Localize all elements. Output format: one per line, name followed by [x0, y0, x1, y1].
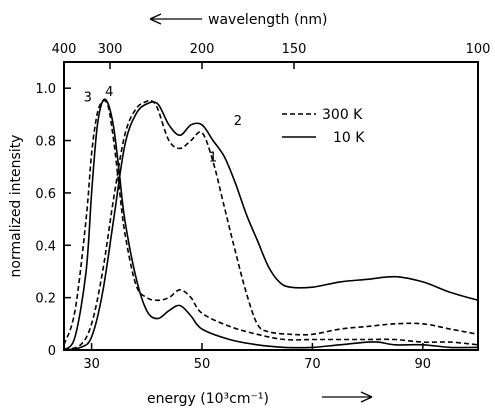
y-tick-label: 0.2 — [35, 292, 56, 307]
y-tick-label: 1.0 — [35, 82, 56, 97]
curve-label-3: 3 — [84, 90, 92, 105]
x2-tick-label: 200 — [190, 42, 215, 57]
series-layer — [63, 98, 479, 351]
energy-axis-title: energy (10³cm⁻¹) — [147, 391, 269, 407]
curve-label-2: 2 — [234, 114, 242, 129]
curve-label-4: 4 — [105, 85, 113, 100]
x-tick-label: 50 — [194, 357, 211, 372]
series-line-2 — [63, 101, 479, 351]
wavelength-arrow-head — [149, 13, 162, 25]
x-tick-label: 90 — [415, 357, 432, 372]
x2-tick-label: 300 — [98, 42, 123, 57]
legend-label-10k: 10 K — [333, 130, 365, 146]
energy-arrow-head — [360, 391, 373, 403]
series-line-3 — [63, 99, 479, 346]
curve-labels: 1 2 3 4 — [84, 85, 242, 165]
y-tick-label: 0.8 — [35, 135, 56, 150]
x-tick-label: 70 — [304, 357, 321, 372]
curve-label-1: 1 — [209, 150, 217, 165]
x2-tick-label: 100 — [466, 42, 491, 57]
wavelength-axis-title: wavelength (nm) — [208, 12, 327, 28]
plot-frame — [63, 61, 479, 351]
energy-axis-title-group: energy (10³cm⁻¹) — [147, 391, 373, 407]
y-axis-title: normalized intensity — [8, 135, 24, 278]
y-tick-label: 0.4 — [35, 239, 56, 254]
y-tick-label: 0.6 — [35, 187, 56, 202]
axis-ticks: 30 50 70 90 0 0.2 0.4 0.6 0.8 1.0 400 300 200 150 100 — [35, 42, 490, 372]
y-tick-label: 0 — [48, 344, 56, 359]
x2-tick-label: 150 — [282, 42, 307, 57]
x2-tick-label: 400 — [52, 42, 77, 57]
series-line-4 — [63, 98, 479, 351]
legend-label-300k: 300 K — [322, 107, 363, 123]
wavelength-axis-title-group: wavelength (nm) — [149, 12, 327, 28]
x-tick-label: 30 — [83, 357, 100, 372]
legend: 300 K 10 K — [282, 107, 365, 146]
